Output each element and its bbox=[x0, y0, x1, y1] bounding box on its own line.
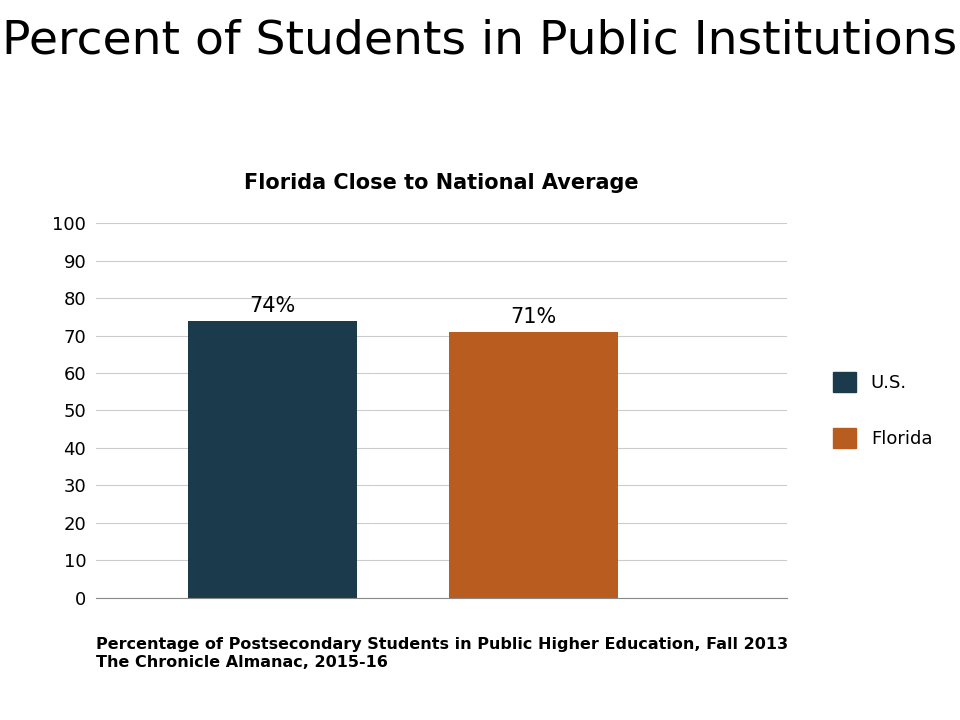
Text: 71%: 71% bbox=[511, 307, 557, 328]
Text: Percentage of Postsecondary Students in Public Higher Education, Fall 2013
The C: Percentage of Postsecondary Students in … bbox=[96, 637, 788, 670]
Bar bbox=[449, 332, 618, 598]
Text: 74%: 74% bbox=[250, 296, 296, 316]
Bar bbox=[188, 320, 357, 598]
Text: Percent of Students in Public Institutions: Percent of Students in Public Institutio… bbox=[3, 18, 957, 63]
Legend: U.S., Florida: U.S., Florida bbox=[824, 364, 942, 457]
Text: Florida Close to National Average: Florida Close to National Average bbox=[244, 173, 639, 193]
